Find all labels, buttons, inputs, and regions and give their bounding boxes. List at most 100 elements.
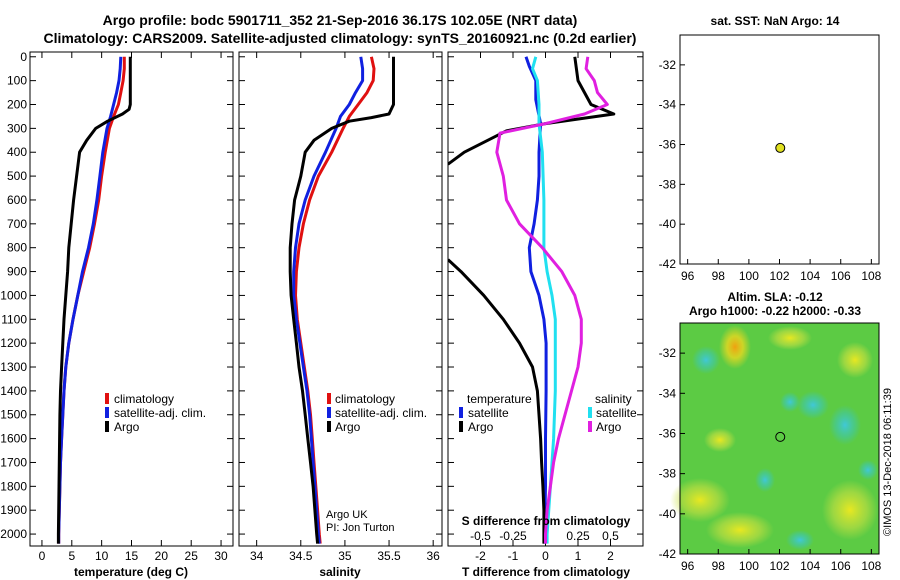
legend-argo-swatch (327, 421, 331, 432)
sla-low-blob (786, 530, 814, 550)
s-diff-tick-label: -0.25 (499, 529, 527, 543)
depth-tick-label: 1700 (0, 455, 27, 469)
argo-float-marker (775, 142, 786, 153)
x-tick-label: 35 (338, 549, 352, 563)
legend-climatology-swatch (327, 393, 331, 404)
x-tick-label: 34 (250, 549, 264, 563)
depth-tick-label: 300 (7, 121, 27, 135)
legend-climatology-label: climatology (114, 392, 174, 406)
x-tick-label: 10 (95, 549, 109, 563)
map-lon-label: 102 (769, 559, 789, 573)
s-difference-tick-labels: -0.5 -0.25 0 0.25 0.5 (470, 529, 619, 543)
legend-satellite-label: satellite-adj. clim. (335, 406, 427, 420)
s-diff-tick-label: 0.25 (566, 529, 590, 543)
sla-low-blob (755, 468, 775, 492)
argo-float-marker (775, 431, 786, 442)
map-lat-label: -42 (659, 257, 677, 271)
sla-high-blob (670, 478, 730, 522)
sla-low-blob (858, 460, 878, 480)
salinity-tick-labels: 34 34.5 35 35.5 36 (239, 52, 442, 563)
x-tick-label: 35.5 (377, 549, 401, 563)
map-lon-label: 100 (739, 269, 759, 283)
series-line-salinity-satellite (531, 56, 557, 544)
legend-argo-swatch (105, 421, 109, 432)
map-lon-label: 108 (861, 559, 881, 573)
series-line-climatology (57, 56, 126, 544)
depth-tick-label: 200 (7, 98, 27, 112)
legend-temperature-heading: temperature (467, 392, 532, 406)
depth-tick-label: 1100 (1, 312, 27, 326)
x-tick-label: 25 (185, 549, 199, 563)
depth-tick-label: 600 (7, 193, 27, 207)
credit-line1: Argo UK (326, 509, 368, 521)
map-lat-label: -32 (659, 346, 677, 360)
temperature-legend: climatology satellite-adj. clim. Argo (105, 392, 206, 434)
series-line-argo (56, 56, 132, 544)
map-lat-label: -42 (659, 547, 677, 561)
sla-high-blob (706, 512, 774, 548)
sst-map-markers (775, 142, 786, 153)
x-tick-label: 1 (575, 549, 582, 563)
salinity-series (288, 56, 395, 544)
depth-tick-label: 1400 (0, 384, 27, 398)
sla-heatmap (670, 323, 879, 554)
map-lon-label: 104 (800, 559, 820, 573)
sla-map-markers (775, 431, 786, 442)
legend-s-satellite-swatch (588, 407, 592, 418)
map-lat-label: -40 (659, 217, 677, 231)
map-lat-label: -34 (659, 98, 677, 112)
watermark: ©IMOS 13-Dec-2018 06:11:39 (882, 388, 894, 536)
x-tick-label: 36 (426, 549, 440, 563)
sla-high-blob (822, 480, 878, 540)
depth-tick-label: 400 (7, 145, 27, 159)
legend-climatology-label: climatology (335, 392, 395, 406)
temperature-axis-label: temperature (deg C) (74, 565, 188, 579)
series-line-temperature-argo (448, 258, 546, 544)
sla-map-title2: Argo h1000: -0.22 h2000: -0.33 (689, 304, 861, 318)
legend-climatology-swatch (105, 393, 109, 404)
legend-salinity-heading: salinity (595, 392, 632, 406)
salinity-legend: climatology satellite-adj. clim. Argo (327, 392, 427, 434)
difference-panel: -2 -1 0 1 2 -0.5 -0.25 0 0.25 0.5 T difference f… (447, 51, 644, 579)
series-line-salinity-argo (495, 56, 609, 544)
legend-argo-label: Argo (114, 420, 140, 434)
x-tick-label: 2 (607, 549, 614, 563)
map-lat-label: -40 (659, 507, 677, 521)
series-line-satellite-adj-clim- (292, 56, 365, 544)
map-lat-label: -34 (659, 386, 677, 400)
temperature-panel: 0100200300400500600700800900100011001200… (0, 50, 234, 579)
depth-tick-labels: 0 100 200 300 400 500 600 700 800 900 1000 1100 1200… (0, 50, 27, 541)
difference-legend: temperature satellite Argo salinity sate… (459, 392, 637, 434)
map-lon-label: 96 (681, 269, 695, 283)
temperature-series (56, 56, 132, 544)
x-tick-label: 0 (542, 549, 549, 563)
depth-tick-label: 500 (7, 169, 27, 183)
depth-tick-label: 1800 (0, 479, 27, 493)
salinity-axis-label: salinity (319, 565, 361, 579)
map-lon-label: 108 (861, 269, 881, 283)
legend-s-argo-swatch (588, 421, 592, 432)
x-tick-label: 0 (39, 549, 46, 563)
legend-satellite-swatch (327, 407, 331, 418)
sla-high-blob (768, 326, 812, 350)
temperature-tick-labels: 0 5 10 15 20 25 30 (30, 52, 233, 563)
legend-t-argo-swatch (459, 421, 463, 432)
depth-tick-label: 2000 (0, 527, 27, 541)
depth-tick-label: 700 (7, 217, 27, 231)
legend-argo-label: Argo (335, 420, 361, 434)
sla-low-blob (797, 391, 829, 419)
sla-low-blob (829, 405, 861, 445)
series-line-temperature-satellite (524, 56, 548, 544)
map-lat-label: -38 (659, 177, 677, 191)
sst-map-title: sat. SST: NaN Argo: 14 (711, 14, 840, 28)
difference-series (448, 56, 616, 544)
legend-t-satellite-swatch (459, 407, 463, 418)
legend-s-argo-label: Argo (596, 420, 622, 434)
legend-satellite-swatch (105, 407, 109, 418)
sla-high-blob (837, 342, 873, 378)
x-tick-label: 15 (125, 549, 139, 563)
t-difference-axis-label: T difference from climatology (462, 565, 630, 579)
s-difference-axis-label: S difference from climatology (462, 514, 631, 528)
map-lat-label: -36 (659, 426, 677, 440)
